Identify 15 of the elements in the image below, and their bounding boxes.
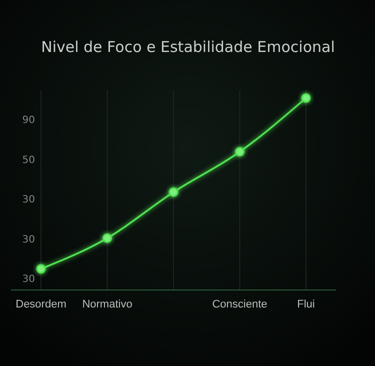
point xyxy=(301,93,311,103)
annotation: 30 xyxy=(22,274,35,286)
point xyxy=(36,264,46,274)
annotation: 90 xyxy=(22,115,35,126)
x-tick-label: Normativo xyxy=(82,298,132,310)
annotation: 30 xyxy=(22,234,35,246)
annotation: 50 xyxy=(22,154,35,166)
point xyxy=(168,187,178,197)
annotation: 30 xyxy=(22,194,35,206)
x-tick-label: Desordem xyxy=(16,298,66,310)
point xyxy=(102,233,112,243)
chart-title: Nivel de Foco e Estabilidade Emocional xyxy=(41,38,335,56)
x-tick-label: Consciente xyxy=(212,298,268,310)
x-tick-label: Flui xyxy=(297,298,315,310)
point xyxy=(235,147,244,157)
